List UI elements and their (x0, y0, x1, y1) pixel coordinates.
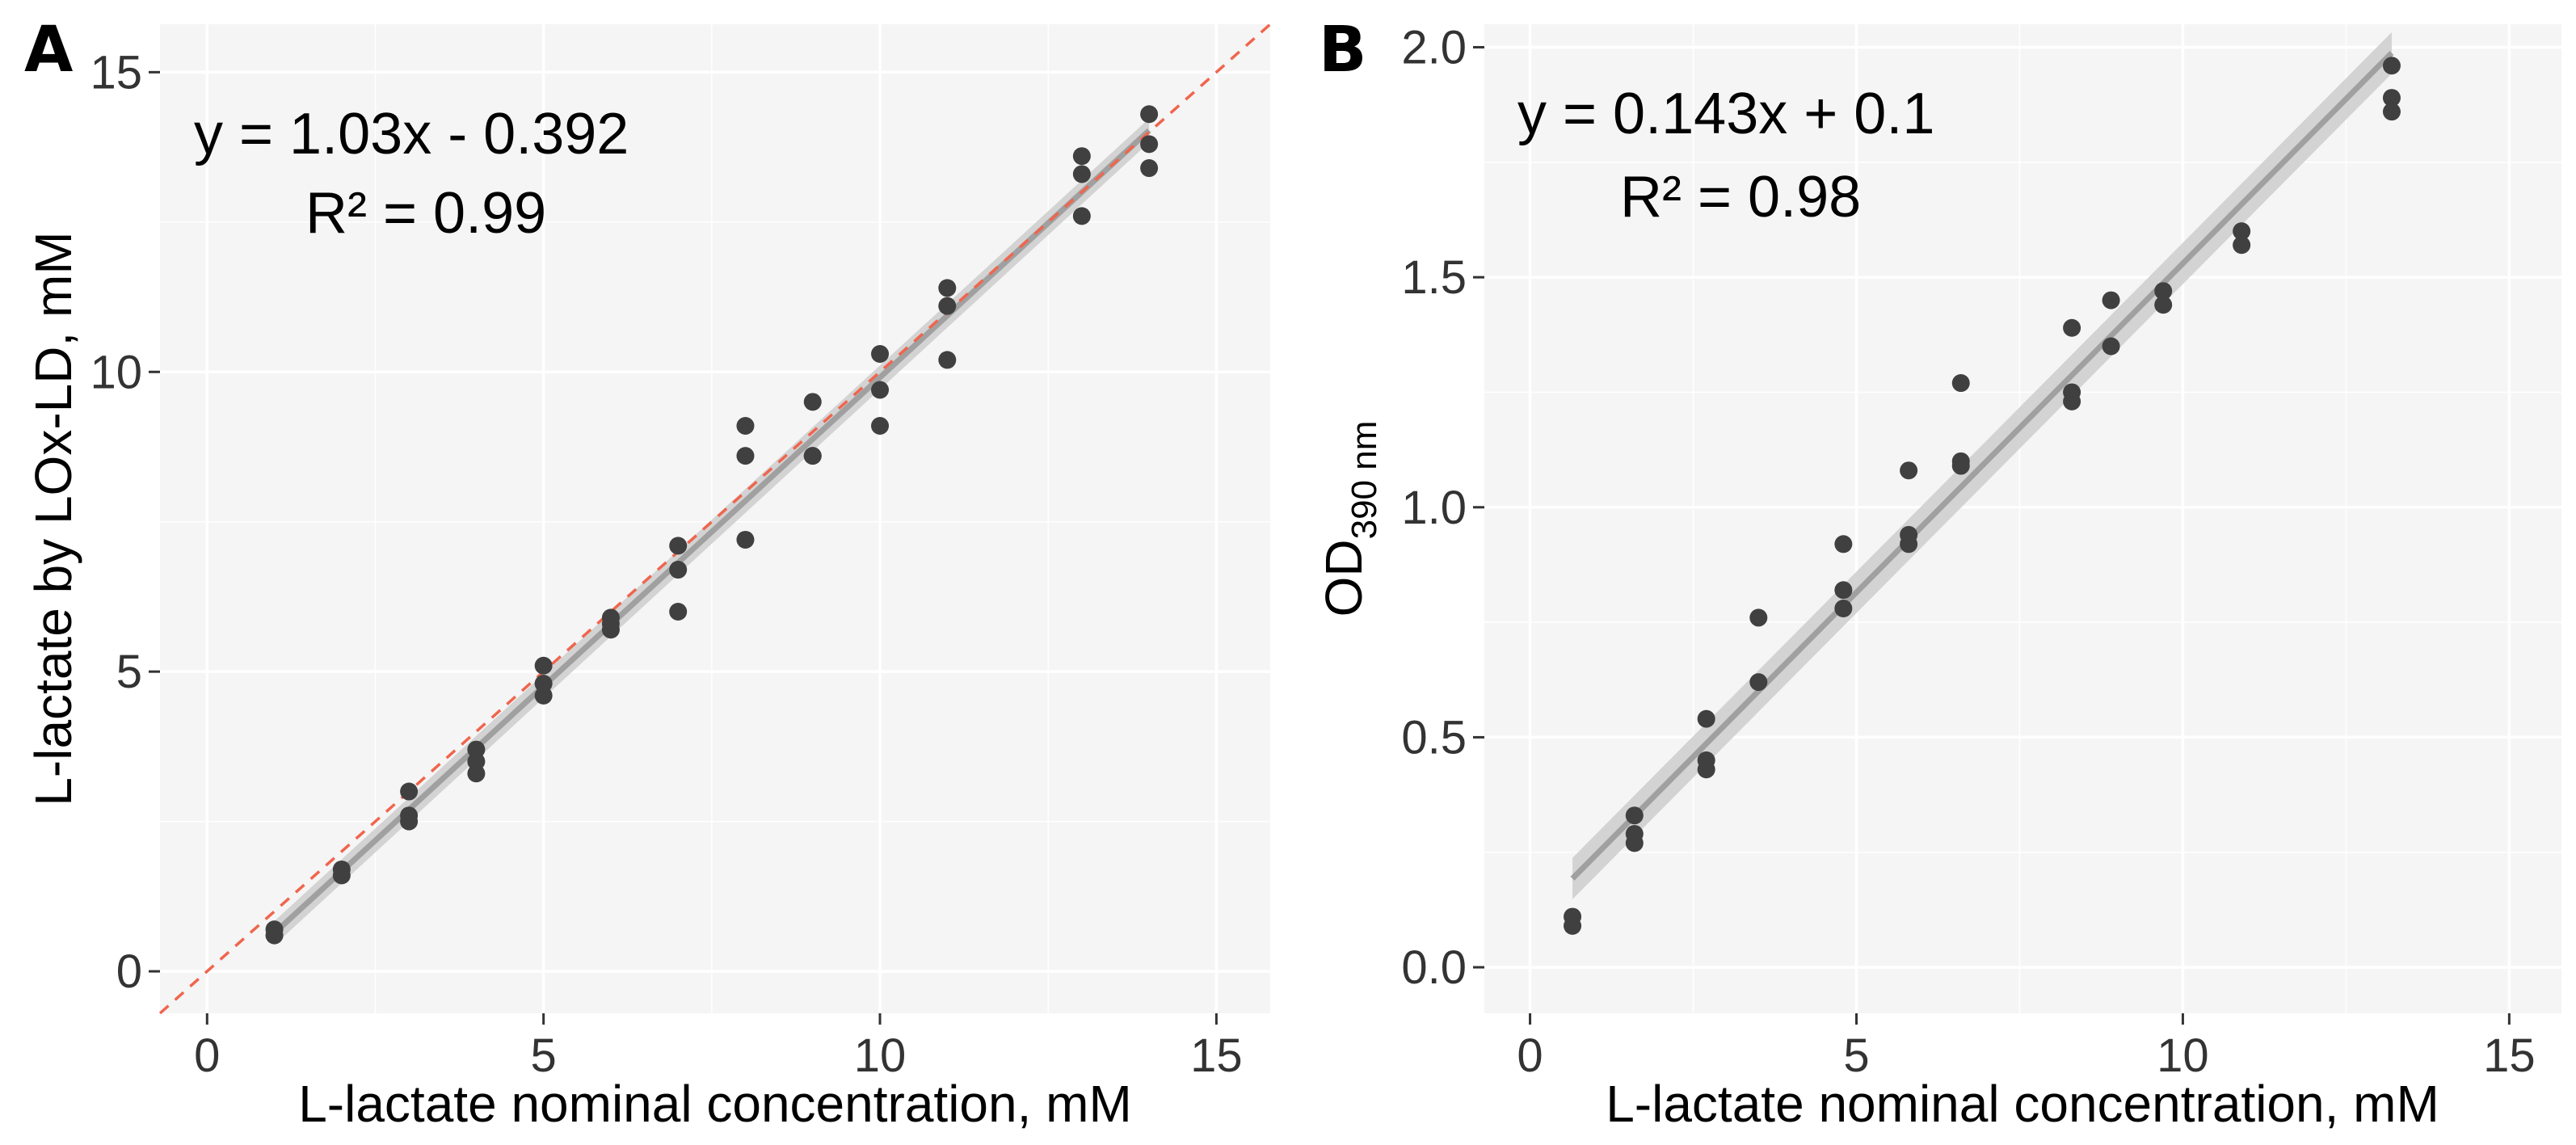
panel-b-y-axis-title-main: OD (1315, 539, 1373, 617)
panel-b-x-axis-title: L-lactate nominal concentration, mM (1606, 1075, 2439, 1133)
panel-b-x-tick-label: 5 (1843, 1029, 1869, 1082)
panel-a-data-point (265, 920, 284, 939)
panel-b-data-point (2382, 89, 2401, 107)
panel-b-r-squared: R² = 0.98 (1620, 165, 1861, 229)
panel-b-data-point (2382, 57, 2401, 75)
panel-b-data-point (1834, 535, 1853, 554)
panel-b-data-point (1951, 374, 1970, 393)
panel-a-data-point (1072, 147, 1091, 166)
panel-b-x-tick-label: 0 (1517, 1029, 1543, 1082)
panel-b-fit-layer (1570, 32, 2394, 899)
panel-a-data-point (1140, 159, 1159, 178)
panel-a-data-point (534, 656, 553, 675)
panel-b-data-point (2063, 318, 2081, 337)
panel-b-fit-line (1570, 51, 2394, 881)
panel-b-x-tick-label: 10 (2157, 1029, 2209, 1082)
panel-b-grid (1484, 24, 2561, 1013)
panel-a-x-tick-label: 0 (194, 1029, 220, 1082)
panel-a-data-point (938, 351, 957, 369)
panel-a-data-point (467, 740, 486, 759)
panel-b-data-point (2154, 296, 2173, 314)
panel-b-data-point (2102, 291, 2120, 309)
panel-a-y-axis-title: L-lactate by LOx-LD, mM (24, 231, 82, 806)
panel-b-x-tick-label: 15 (2483, 1029, 2536, 1082)
panel-a-x-tick-label: 10 (854, 1029, 907, 1082)
panel-b-data-point (1564, 907, 1582, 926)
panel-b-y-axis-title: OD390 nm (1315, 421, 1384, 617)
panel-a-equation: y = 1.03x - 0.392 (194, 102, 629, 166)
panel-a-data-point (669, 561, 688, 579)
panel-a-points (265, 105, 1159, 945)
panel-a-data-point (803, 393, 822, 411)
panel-b-y-tick-label: 1.5 (1401, 251, 1467, 304)
panel-a-reference-line (158, 23, 1272, 1015)
panel-a-y-tick-label: 0 (116, 945, 142, 998)
panel-a-ticks: 0 5 10 15 0 5 10 15 (90, 46, 1242, 1082)
panel-b-y-tick-label: 0.0 (1401, 941, 1467, 994)
panel-b-data-point (2233, 222, 2251, 241)
panel-b-data-point (1951, 452, 1970, 470)
panel-a-x-tick-label: 5 (531, 1029, 557, 1082)
panel-a-data-point (938, 297, 957, 315)
panel-a-data-point (736, 417, 755, 436)
panel-a-data-point (938, 279, 957, 297)
panel-b-y-axis-title-subscript: 390 nm (1345, 421, 1384, 540)
panel-b-data-point (1697, 709, 1715, 728)
panel-a-r-squared: R² = 0.99 (305, 181, 546, 246)
panel-b-data-point (1749, 673, 1768, 692)
panel-a-data-point (534, 675, 553, 692)
panel-a-data-point (669, 602, 688, 621)
panel-b-plot-background (1484, 24, 2561, 1013)
panel-a-data-point (736, 530, 755, 549)
panel-b-data-point (1834, 581, 1853, 600)
panel-b-data-point (1625, 824, 1644, 843)
panel-b-data-point (2102, 337, 2120, 356)
panel-b-letter: B (1319, 14, 1366, 86)
panel-a-data-point (669, 537, 688, 555)
panel-a-data-point (601, 608, 620, 627)
panel-b-data-point (1834, 600, 1853, 618)
panel-b-y-tick-label: 1.0 (1401, 482, 1467, 534)
panel-b-data-point (2233, 236, 2251, 255)
panel-a-x-tick-label: 15 (1190, 1029, 1243, 1082)
panel-b-ticks: 0 5 10 15 0.0 0.5 1.0 1.5 2.0 (1401, 21, 2535, 1082)
panel-a-data-point (400, 806, 419, 825)
panel-b-data-point (2154, 282, 2173, 301)
panel-a-data-point (1072, 165, 1091, 183)
panel-a-y-tick-label: 15 (90, 46, 142, 99)
panel-a-data-point (1140, 105, 1159, 124)
panel-a-x-axis-title: L-lactate nominal concentration, mM (298, 1075, 1132, 1133)
panel-a-data-point (871, 417, 890, 436)
panel-a-data-point (400, 782, 419, 801)
panel-b-points (1564, 57, 2401, 935)
panel-a-letter: A (24, 14, 73, 86)
panel-a-data-point (871, 381, 890, 399)
panel-a-data-point (871, 345, 890, 363)
panel-a-data-point (1072, 207, 1091, 225)
panel-a-data-point (1140, 135, 1159, 154)
panel-a-y-tick-label: 5 (116, 646, 142, 698)
panel-b-data-point (2063, 383, 2081, 402)
panel-a-grid (160, 24, 1270, 1013)
panel-a-data-point (803, 447, 822, 465)
panel-b-y-tick-label: 0.5 (1401, 711, 1467, 764)
panel-a-y-tick-label: 10 (90, 346, 142, 398)
panel-a-data-point (736, 447, 755, 465)
panel-b-data-point (1625, 806, 1644, 825)
panel-b-equation: y = 0.143x + 0.1 (1517, 82, 1934, 146)
panel-b-data-point (2382, 103, 2401, 121)
panel-b-data-point (1900, 525, 1918, 544)
panel-b-data-point (1697, 751, 1715, 769)
panel-a-fit-layer (158, 23, 1272, 1015)
panel-b-data-point (1900, 461, 1918, 480)
panel-b: 0 5 10 15 0.0 0.5 1.0 1.5 2.0 B y = 0.143x + 0.1… (1315, 14, 2561, 1133)
panel-a-data-point (332, 860, 351, 878)
panel-a: 0 5 10 15 0 5 10 15 A y = 1.03x - 0.392 R² = 0.… (24, 14, 1272, 1133)
panel-b-y-tick-label: 2.0 (1401, 21, 1467, 74)
panel-a-fit-line (272, 128, 1151, 936)
panel-b-data-point (1749, 608, 1768, 627)
